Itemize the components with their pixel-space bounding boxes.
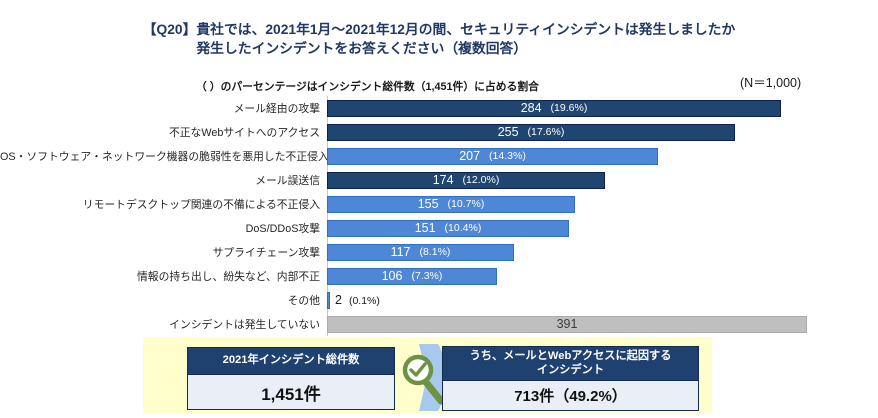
total-incidents-box: 2021年インシデント総件数 1,451件: [187, 347, 395, 410]
category-label: 不正なWebサイトへのアクセス: [168, 127, 320, 139]
sample-size-label: (N＝1,000): [740, 76, 802, 90]
category-label: その他: [287, 295, 320, 307]
chart-row: リモートデスクトップ関連の不備による不正侵入 155 (10.7%): [0, 192, 878, 216]
bar-light: 117 (8.1%): [327, 243, 514, 261]
bar-value-outside: 2 (0.1%): [335, 291, 380, 309]
bar-dark: 255 (17.6%): [327, 123, 735, 141]
bar-value: 174: [432, 173, 454, 187]
question-number: 【Q20】: [142, 22, 197, 37]
category-label: サプライチェーン攻撃: [212, 247, 320, 259]
y-axis-line: [327, 96, 328, 336]
bar-value: 106: [381, 269, 403, 283]
bar-zone: 106 (7.3%): [327, 264, 878, 288]
bar-percent: (14.3%): [489, 150, 526, 162]
total-incidents-header: 2021年インシデント総件数: [188, 348, 394, 375]
bar-percent: (17.6%): [527, 126, 565, 138]
bar-zone: 155 (10.7%): [327, 192, 878, 216]
chart-row: 情報の持ち出し、紛失など、内部不正 106 (7.3%): [0, 264, 878, 288]
magnifier-check-icon: [402, 354, 445, 405]
bar-light: 151 (10.4%): [327, 219, 569, 237]
chart-rows: メール経由の攻撃 284 (19.6%) 不正なWebサイトへのアクセス 255 (17.…: [0, 96, 878, 336]
chart-row: 不正なWebサイトへのアクセス 255 (17.6%): [0, 120, 878, 144]
bar-zone: 255 (17.6%): [327, 120, 878, 144]
category-label: 情報の持ち出し、紛失など、内部不正: [136, 271, 320, 283]
mail-web-incidents-header: うち、メールとWebアクセスに起因する インシデント: [443, 347, 698, 381]
bar-value: 284: [520, 101, 542, 115]
bar-value: 117: [390, 245, 411, 259]
title-line-1: 貴社では、2021年1月～2021年12月の間、セキュリティインシデントは発生し…: [196, 22, 736, 37]
chart-subtitle: （ ）のパーセンテージはインシデント総件数（1,451件）に占める割合: [196, 81, 539, 93]
bar-zone: 391: [327, 312, 878, 336]
bar-dark: 284 (19.6%): [327, 99, 781, 117]
bar-zone: 174 (12.0%): [327, 168, 878, 192]
page-title: 【Q20】 貴社では、2021年1月～2021年12月の間、セキュリティインシデ…: [0, 20, 878, 58]
bar-light: 106 (7.3%): [327, 267, 497, 285]
category-label: メール誤送信: [255, 175, 320, 187]
bar-light: 155 (10.7%): [327, 195, 575, 213]
chart-row: メール経由の攻撃 284 (19.6%): [0, 96, 878, 120]
bar-zone: 117 (8.1%): [327, 240, 878, 264]
mail-web-incidents-box: うち、メールとWebアクセスに起因する インシデント 713件（49.2%）: [442, 346, 699, 411]
bar-percent: (12.0%): [462, 174, 500, 186]
bar-percent: (10.4%): [444, 222, 482, 234]
bar-zone: 284 (19.6%): [327, 96, 878, 120]
category-label: リモートデスクトップ関連の不備による不正侵入: [82, 199, 320, 211]
bar-value: 207: [459, 149, 481, 163]
category-label: メール経由の攻撃: [233, 103, 320, 115]
chart-row: その他 2 (0.1%): [0, 288, 878, 312]
bar-light: [327, 291, 330, 309]
bar-zone: 207 (14.3%): [327, 144, 878, 168]
bar-percent: (0.1%): [348, 295, 380, 307]
bar-light: 207 (14.3%): [327, 147, 658, 165]
chart-row: インシデントは発生していない 391: [0, 312, 878, 336]
category-label: DoS/DDoS攻撃: [245, 223, 320, 235]
bar-percent: (7.3%): [411, 270, 443, 282]
bar-percent: (10.7%): [447, 198, 485, 210]
total-incidents-value: 1,451件: [261, 384, 321, 404]
bar-percent: (8.1%): [419, 246, 451, 258]
category-label: インシデントは発生していない: [169, 319, 320, 331]
mail-web-incidents-value: 713件（49.2%）: [514, 388, 627, 405]
bar-value: 151: [414, 221, 436, 235]
bar-zone: 2 (0.1%): [327, 288, 878, 312]
chart-row: サプライチェーン攻撃 117 (8.1%): [0, 240, 878, 264]
title-line-2: 発生したインシデントをお答えください（複数回答）: [196, 41, 528, 56]
chart-row: OS・ソフトウェア・ネットワーク機器の脆弱性を悪用した不正侵入 207 (14.3%…: [0, 144, 878, 168]
summary-panel: 2021年インシデント総件数 1,451件 うち、メールとWebアクセスに起因す…: [143, 337, 712, 414]
bar-chart: メール経由の攻撃 284 (19.6%) 不正なWebサイトへのアクセス 255 (17.…: [0, 96, 878, 336]
bar-gray: 391: [327, 315, 807, 333]
bar-value: 391: [556, 317, 578, 331]
category-label: OS・ソフトウェア・ネットワーク機器の脆弱性を悪用した不正侵入: [0, 151, 329, 163]
bar-percent: (19.6%): [550, 102, 588, 114]
bar-zone: 151 (10.4%): [327, 216, 878, 240]
bar-value: 155: [417, 197, 439, 211]
bar-value: 255: [497, 125, 519, 139]
bar-dark: 174 (12.0%): [327, 171, 605, 189]
chart-row: DoS/DDoS攻撃 151 (10.4%): [0, 216, 878, 240]
bar-value: 2: [335, 293, 342, 307]
chart-row: メール誤送信 174 (12.0%): [0, 168, 878, 192]
